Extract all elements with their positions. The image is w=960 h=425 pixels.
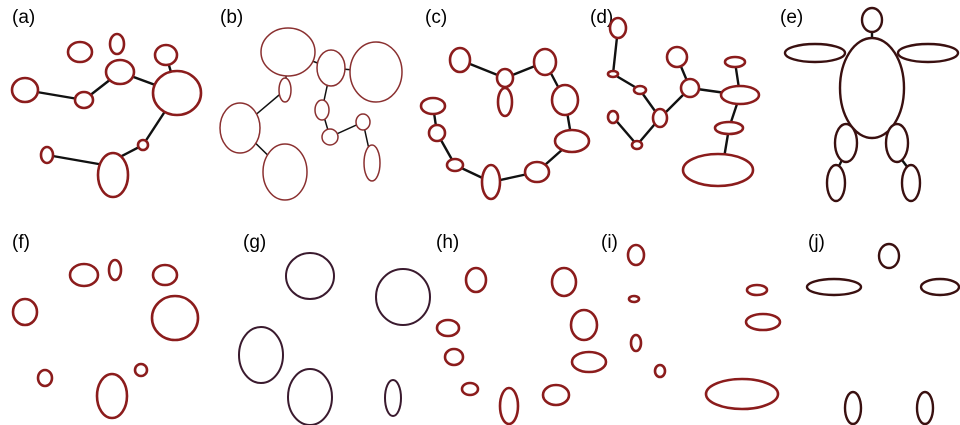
panel-i xyxy=(628,245,780,409)
panel-label: (i) xyxy=(601,232,618,253)
panel-d xyxy=(608,18,759,186)
panel-b xyxy=(220,28,402,200)
panel-label: (g) xyxy=(243,232,266,253)
panel-label: (c) xyxy=(425,7,447,28)
panel-g xyxy=(239,253,430,425)
panel-h xyxy=(437,268,606,424)
panel-label: (e) xyxy=(780,7,803,28)
panel-e xyxy=(785,8,958,201)
panel-j xyxy=(807,244,959,424)
panel-label: (j) xyxy=(808,232,825,253)
panel-label: (h) xyxy=(436,232,459,253)
panel-label: (b) xyxy=(220,7,243,28)
panel-label: (f) xyxy=(12,232,30,253)
panel-f xyxy=(13,260,198,418)
panel-c xyxy=(421,48,589,199)
figure: (a) (b) (c) (d) (e) (f) (g) (h) (i) (j) xyxy=(0,0,960,425)
panel-a xyxy=(12,34,201,197)
panel-label: (a) xyxy=(12,7,35,28)
